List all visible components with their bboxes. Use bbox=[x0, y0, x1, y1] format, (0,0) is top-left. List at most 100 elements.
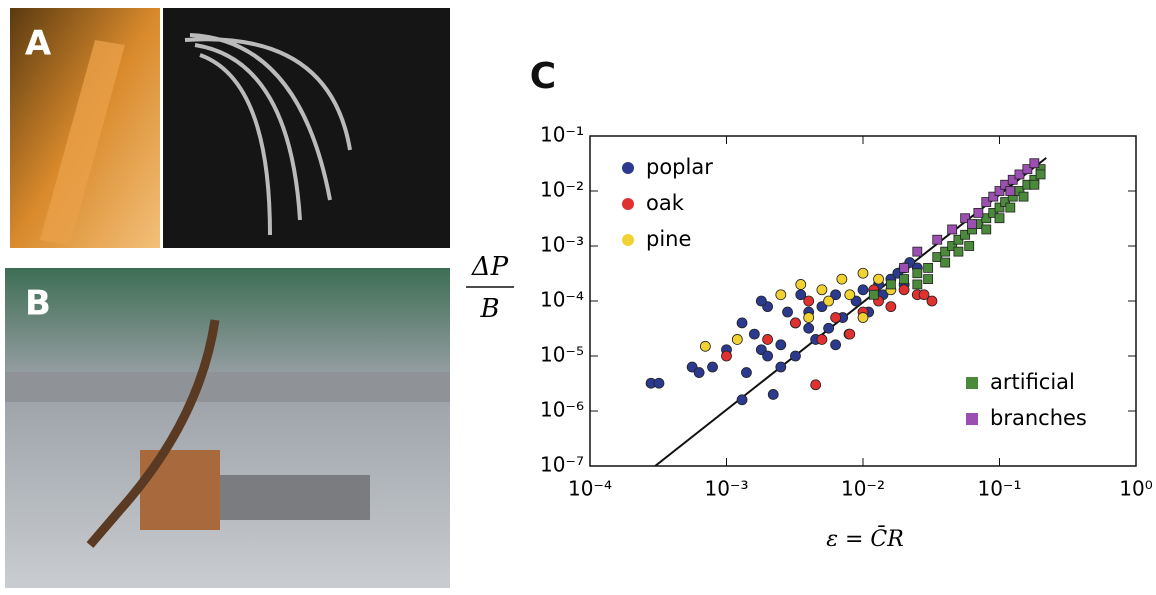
data-point bbox=[736, 394, 748, 406]
data-point bbox=[844, 289, 856, 301]
data-point bbox=[775, 289, 787, 301]
photo-fiber-shapes bbox=[184, 33, 352, 236]
y-tick-label: 10⁻⁵ bbox=[540, 343, 584, 367]
legend-marker bbox=[622, 234, 634, 246]
panel-label: A bbox=[25, 24, 52, 64]
data-point bbox=[918, 289, 930, 301]
data-point bbox=[741, 367, 752, 378]
data-point bbox=[857, 284, 869, 296]
panel-label: B bbox=[25, 284, 51, 324]
y-tick-label: 10⁻⁶ bbox=[540, 398, 584, 422]
data-point bbox=[1029, 179, 1040, 190]
legend-marker bbox=[622, 198, 634, 210]
data-point bbox=[940, 246, 951, 257]
data-point bbox=[653, 377, 665, 389]
data-point bbox=[693, 367, 705, 378]
data-point bbox=[1035, 169, 1046, 180]
data-point bbox=[830, 339, 842, 351]
data-point bbox=[912, 268, 923, 279]
data-point bbox=[899, 262, 909, 273]
data-point bbox=[731, 334, 743, 345]
data-point bbox=[885, 301, 897, 313]
y-tick-label: 10⁻⁷ bbox=[540, 453, 584, 477]
data-point bbox=[1000, 197, 1011, 207]
data-point bbox=[1005, 186, 1016, 196]
legend-label: branches bbox=[990, 406, 1087, 430]
legend-marker bbox=[622, 162, 634, 174]
data-point bbox=[981, 224, 992, 235]
data-point bbox=[953, 246, 964, 257]
data-point bbox=[686, 361, 698, 373]
data-point bbox=[947, 241, 958, 251]
data-point bbox=[736, 317, 748, 329]
data-point bbox=[823, 322, 835, 334]
data-point bbox=[1022, 164, 1033, 175]
y-tick-label: 10⁻² bbox=[540, 178, 584, 202]
data-point bbox=[699, 340, 711, 352]
data-point bbox=[755, 295, 767, 307]
x-tick-label: 10⁻³ bbox=[704, 477, 748, 501]
data-point bbox=[836, 273, 848, 285]
data-point bbox=[775, 339, 787, 351]
panel-label: C bbox=[530, 56, 556, 97]
data-point bbox=[762, 334, 773, 345]
data-point bbox=[767, 389, 779, 400]
y-axis-label-numerator: ΔP bbox=[471, 252, 509, 282]
legend-label: oak bbox=[646, 191, 685, 215]
legend-label: pine bbox=[646, 227, 691, 251]
data-point bbox=[923, 274, 934, 285]
data-point bbox=[873, 273, 884, 285]
data-point bbox=[782, 306, 793, 318]
data-point bbox=[816, 284, 828, 296]
data-point bbox=[795, 279, 807, 290]
data-point bbox=[830, 312, 842, 323]
data-point bbox=[940, 257, 951, 268]
data-point bbox=[964, 241, 975, 251]
data-point bbox=[981, 197, 992, 207]
legend-label: artificial bbox=[990, 370, 1075, 394]
data-point bbox=[830, 289, 842, 301]
x-tick-label: 10⁻² bbox=[841, 477, 885, 501]
legend-label: poplar bbox=[646, 155, 713, 179]
y-tick-label: 10⁻³ bbox=[540, 233, 584, 257]
data-point bbox=[868, 289, 879, 300]
data-point bbox=[994, 202, 1005, 213]
data-point bbox=[857, 312, 869, 323]
data-point bbox=[988, 191, 999, 202]
data-point bbox=[912, 279, 923, 290]
data-point bbox=[810, 379, 822, 391]
data-point bbox=[775, 361, 787, 373]
data-point bbox=[803, 295, 815, 307]
data-point bbox=[932, 252, 943, 262]
photo-a-fibers bbox=[163, 8, 450, 248]
y-axis-label-denominator: B bbox=[479, 294, 499, 324]
data-point bbox=[721, 350, 732, 362]
photo-branch bbox=[86, 319, 220, 548]
data-point bbox=[973, 207, 984, 218]
data-point bbox=[803, 322, 815, 334]
data-point bbox=[967, 219, 978, 230]
data-point bbox=[953, 234, 964, 245]
data-point bbox=[994, 186, 1005, 196]
photo-tube-shape bbox=[40, 40, 125, 245]
data-point bbox=[960, 213, 971, 224]
x-tick-label: 10⁰ bbox=[1119, 477, 1152, 501]
x-tick-label: 10⁻¹ bbox=[977, 477, 1021, 501]
data-point bbox=[960, 229, 971, 240]
x-axis-label: ε = C̄R bbox=[826, 525, 904, 552]
y-tick-label: 10⁻⁴ bbox=[540, 288, 584, 312]
data-point bbox=[803, 312, 815, 323]
data-point bbox=[1007, 174, 1018, 185]
data-point bbox=[844, 328, 856, 340]
data-point bbox=[748, 328, 760, 340]
photo-rail bbox=[5, 372, 450, 402]
plot-area bbox=[645, 157, 1047, 466]
data-point bbox=[926, 295, 938, 307]
data-point bbox=[857, 267, 869, 279]
data-point bbox=[898, 284, 910, 296]
data-point bbox=[1018, 191, 1029, 202]
y-tick-label: 10⁻¹ bbox=[540, 123, 584, 147]
legend-marker bbox=[966, 377, 978, 389]
legend-marker bbox=[966, 413, 978, 425]
